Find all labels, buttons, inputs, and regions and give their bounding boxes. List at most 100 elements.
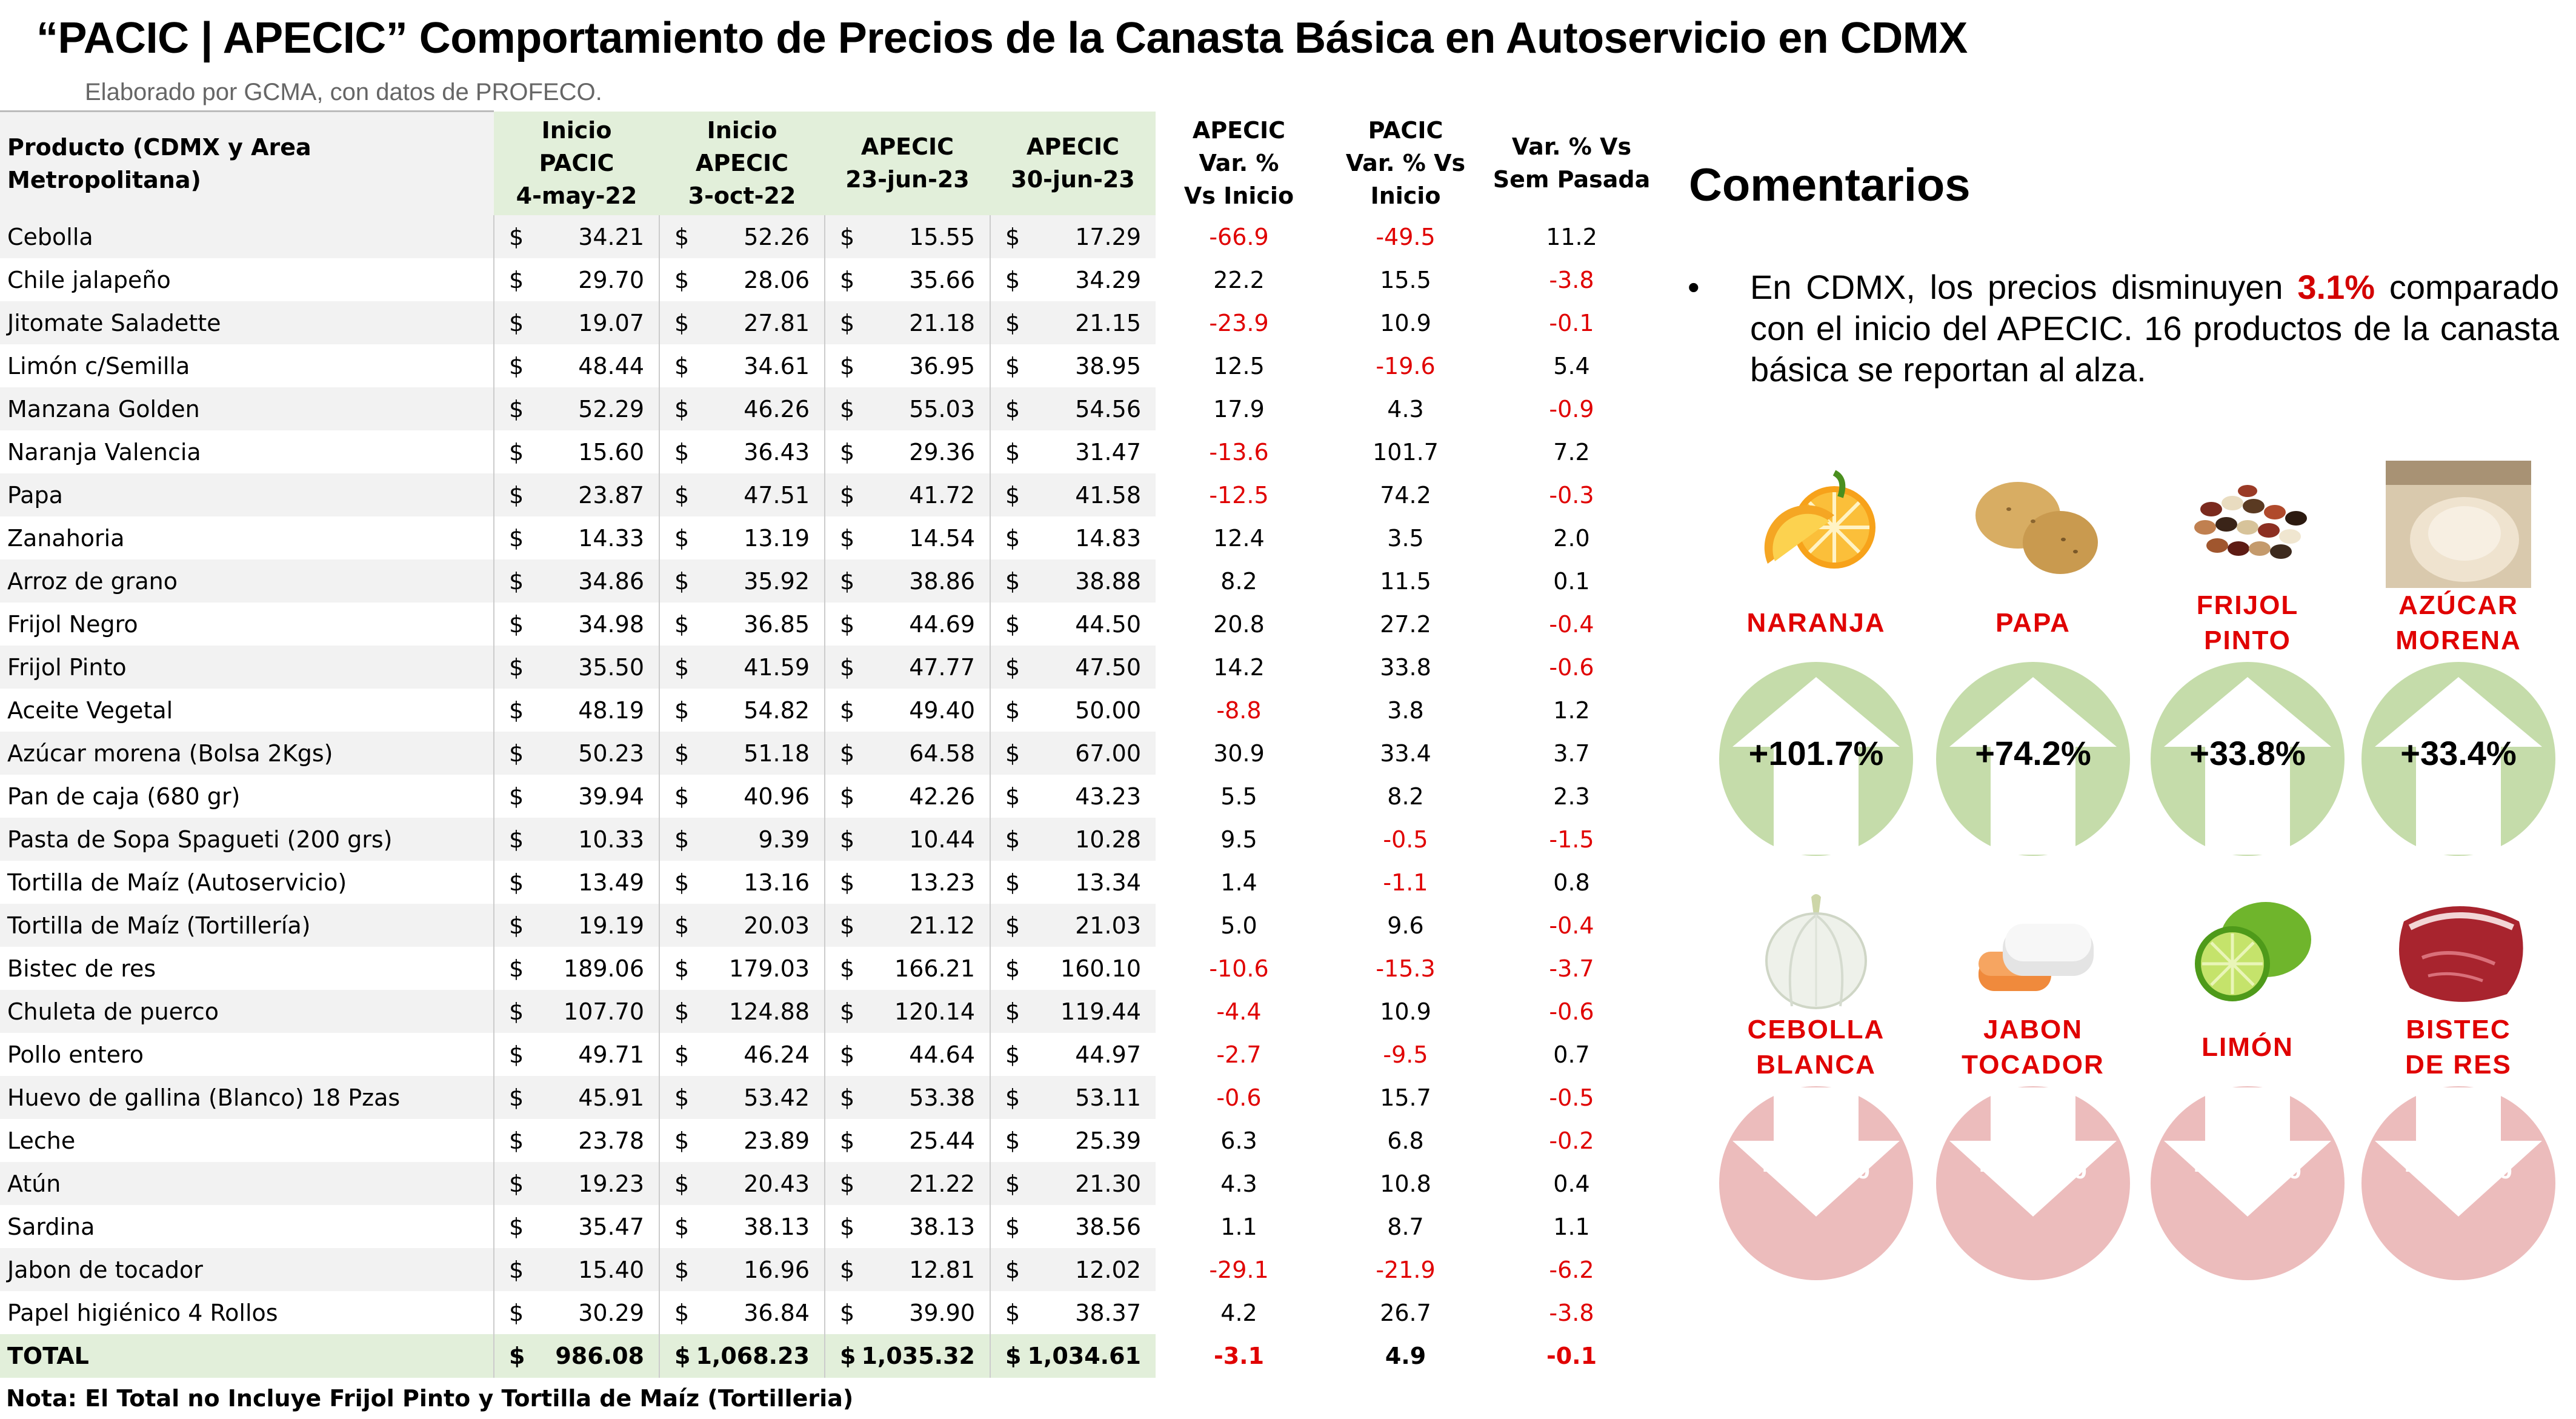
currency-symbol: $ xyxy=(674,869,690,896)
currency-symbol: $ xyxy=(509,1170,524,1197)
table-row: Frijol Negro $34.98 $36.85 $44.69 $44.50 20.8… xyxy=(0,603,1654,646)
currency-symbol: $ xyxy=(674,1256,690,1283)
price-value: 14.54 xyxy=(909,524,975,552)
currency-symbol: $ xyxy=(509,481,524,509)
price-value: 38.56 xyxy=(1075,1213,1141,1240)
price-cell-v2: $16.96 xyxy=(659,1248,825,1291)
currency-symbol: $ xyxy=(840,1170,855,1197)
currency-symbol: $ xyxy=(674,653,690,681)
price-value: 25.39 xyxy=(1075,1127,1141,1154)
price-value: 51.18 xyxy=(744,740,810,767)
product-name: Sardina xyxy=(0,1205,494,1248)
pct-cell-p1: 4.2 xyxy=(1156,1291,1322,1334)
currency-symbol: $ xyxy=(674,438,690,466)
currency-symbol: $ xyxy=(1005,395,1020,422)
currency-symbol: $ xyxy=(674,1213,690,1240)
currency-symbol: $ xyxy=(674,223,690,250)
price-table-container: Producto (CDMX y Area Metropolitana) Ini… xyxy=(0,110,1654,1378)
product-label: AZÚCAR MORENA xyxy=(2395,590,2521,655)
price-value: 44.97 xyxy=(1075,1041,1141,1068)
price-value: 39.94 xyxy=(578,783,644,810)
pct-cell-p2: 15.5 xyxy=(1322,258,1489,301)
price-value: 44.69 xyxy=(909,610,975,638)
currency-symbol: $ xyxy=(1005,740,1020,767)
currency-symbol: $ xyxy=(509,1213,524,1240)
currency-symbol: $ xyxy=(509,1256,524,1283)
price-cell-v1: $34.21 xyxy=(493,215,659,258)
table-row: Papel higiénico 4 Rollos $30.29 $36.84 $39.… xyxy=(0,1291,1654,1334)
price-cell-v1: $10.33 xyxy=(493,818,659,861)
price-cell-v4: $25.39 xyxy=(990,1119,1156,1162)
currency-symbol: $ xyxy=(1005,653,1020,681)
currency-symbol: $ xyxy=(1005,610,1020,638)
price-value: 166.21 xyxy=(894,955,975,982)
price-cell-v2: $20.43 xyxy=(659,1162,825,1205)
price-cell-v1: $19.07 xyxy=(493,301,659,344)
potato-icon xyxy=(1960,461,2106,588)
price-cell-v4: $13.34 xyxy=(990,861,1156,904)
price-cell-v1: $30.29 xyxy=(493,1291,659,1334)
table-row: Limón c/Semilla $48.44 $34.61 $36.95 $38.95 1… xyxy=(0,344,1654,387)
onion-icon xyxy=(1743,885,1889,1012)
currency-symbol: $ xyxy=(1005,998,1020,1025)
price-cell-v3: $10.44 xyxy=(824,818,990,861)
price-value: 14.83 xyxy=(1075,524,1141,552)
price-value: 36.43 xyxy=(744,438,810,466)
price-cell-v4: $17.29 xyxy=(990,215,1156,258)
price-cell-v3: $38.86 xyxy=(824,559,990,603)
table-row: Tortilla de Maíz (Tortillería) $19.19 $20.… xyxy=(0,904,1654,947)
price-value: 12.02 xyxy=(1075,1256,1141,1283)
currency-symbol: $ xyxy=(674,1127,690,1154)
price-value: 36.84 xyxy=(744,1299,810,1326)
currency-symbol: $ xyxy=(840,826,855,853)
up-arrow-icon: +33.8% xyxy=(2151,662,2345,856)
currency-symbol: $ xyxy=(840,223,855,250)
currency-symbol: $ xyxy=(840,1127,855,1154)
currency-symbol: $ xyxy=(840,955,855,982)
pct-cell-p2: 3.5 xyxy=(1322,516,1489,559)
price-value: 54.82 xyxy=(744,696,810,724)
pct-cell-p2: 10.8 xyxy=(1380,1170,1431,1197)
price-cell-v4: $43.23 xyxy=(990,775,1156,818)
pct-cell-p2: -21.9 xyxy=(1376,1256,1436,1283)
price-cell-v4: $21.30 xyxy=(990,1162,1156,1205)
change-value: -15.3% xyxy=(2405,1147,2512,1186)
page-subtitle: Elaborado por GCMA, con datos de PROFECO… xyxy=(85,79,602,105)
price-value: 39.90 xyxy=(909,1299,975,1326)
table-row: Zanahoria $14.33 $13.19 $14.54 $14.83 12.4 3.5… xyxy=(0,516,1654,559)
price-cell-v4: $38.88 xyxy=(990,559,1156,603)
table-row: Tortilla de Maíz (Autoservicio) $13.49 $13… xyxy=(0,861,1654,904)
currency-symbol: $ xyxy=(674,266,690,293)
price-cell-v1: $19.19 xyxy=(493,904,659,947)
currency-symbol: $ xyxy=(840,998,855,1025)
pct-cell-p2: 26.7 xyxy=(1322,1291,1489,1334)
table-row: Chuleta de puerco $107.70 $124.88 $120.14 $1… xyxy=(0,990,1654,1033)
price-cell-v3: $55.03 xyxy=(824,387,990,430)
product-name: Pan de caja (680 gr) xyxy=(0,775,494,818)
price-value: 35.92 xyxy=(744,567,810,595)
product-name: Huevo de gallina (Blanco) 18 Pzas xyxy=(0,1076,494,1119)
price-cell-v2: $47.51 xyxy=(659,473,825,516)
price-cell-v2: $28.06 xyxy=(659,258,825,301)
pct-cell-p2: -0.5 xyxy=(1383,826,1428,853)
price-value: 36.85 xyxy=(744,610,810,638)
pct-cell-p3: -0.6 xyxy=(1549,653,1594,681)
table-row: Pan de caja (680 gr) $39.94 $40.96 $42.26 $4… xyxy=(0,775,1654,818)
price-cell-v1: $48.19 xyxy=(493,689,659,732)
currency-symbol: $ xyxy=(840,1041,855,1068)
price-cell-v2: $40.96 xyxy=(659,775,825,818)
increase-card-4: AZÚCAR MORENA +33.4% xyxy=(2361,461,2555,856)
price-value: 13.23 xyxy=(909,869,975,896)
price-cell-v2: $13.19 xyxy=(659,516,825,559)
table-total-row: TOTAL $986.08 $1,068.23 $1,035.32 $1,034.61-… xyxy=(0,1334,1654,1378)
currency-symbol: $ xyxy=(509,696,524,724)
pct-cell-p2: -15.3 xyxy=(1322,947,1489,990)
currency-symbol: $ xyxy=(674,1041,690,1068)
table-row: Jabon de tocador $15.40 $16.96 $12.81 $12.02… xyxy=(0,1248,1654,1291)
pct-cell-p1: -8.8 xyxy=(1156,689,1322,732)
currency-symbol: $ xyxy=(509,783,524,810)
price-cell-v4: $14.83 xyxy=(990,516,1156,559)
price-cell-v4: $12.02 xyxy=(990,1248,1156,1291)
price-value: 38.88 xyxy=(1075,567,1141,595)
currency-symbol: $ xyxy=(509,1299,524,1326)
